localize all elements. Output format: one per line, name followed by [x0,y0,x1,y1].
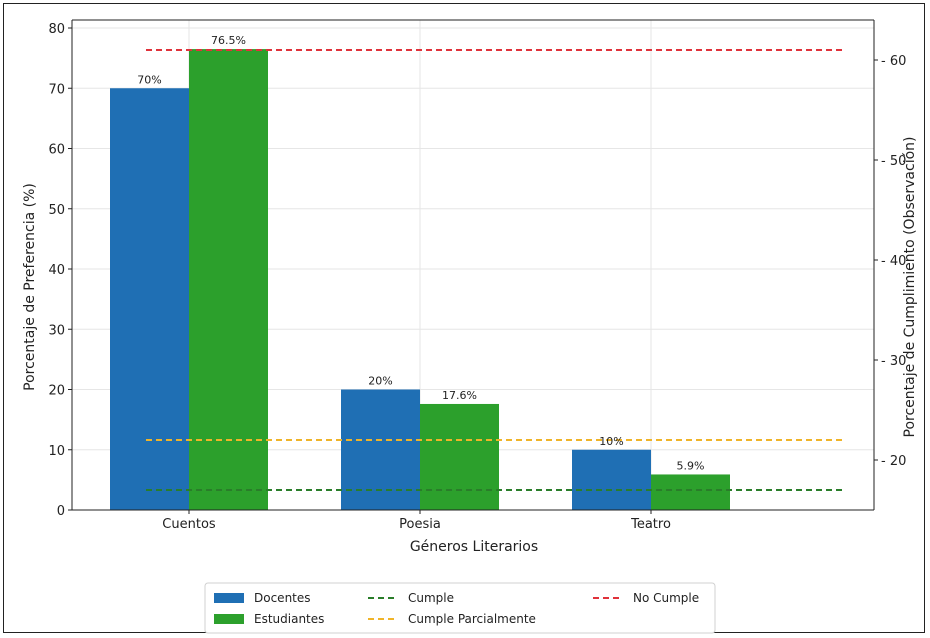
legend-label: Cumple Parcialmente [408,612,536,626]
bar-labels: 70% 20% 10% 76.5% 17.6% 5.9% [137,34,704,472]
legend-swatch [214,593,244,603]
y-tick-label: 70 [48,82,65,97]
y-tick-label: 10 [48,444,65,459]
y2-tick-label: - 20 [881,454,906,469]
y2-tick-label: - 40 [881,254,906,269]
legend-label: No Cumple [633,591,699,605]
legend-swatch [214,614,244,624]
x-axis-label: Géneros Literarios [410,539,538,555]
bar-estudiantes-cuentos [189,49,268,511]
y-tick-label: 20 [48,384,65,399]
legend: Docentes Estudiantes Cumple Cumple Parcialm… [204,582,716,634]
legend-label: Estudiantes [254,612,324,626]
legend-label: Cumple [408,591,454,605]
y-tick-label: 30 [48,323,65,338]
bar-estudiantes-teatro [651,474,730,510]
y2-tick-label: - 30 [881,354,906,369]
bar-value-label: 5.9% [677,459,705,472]
x-tick-label: Teatro [630,517,671,532]
bars [110,49,730,511]
legend-label: Docentes [254,591,311,605]
y2-tick-label: - 50 [881,154,906,169]
axes: 0 10 20 30 40 50 60 70 80 - 20 - 30 - 40 - 50 - 60 Cue… [48,19,906,532]
y-tick-label: 60 [48,143,65,158]
y-tick-label: 40 [48,263,65,278]
legend-box [204,582,716,634]
x-tick-label: Cuentos [162,517,216,532]
bar-docentes-cuentos [110,88,189,510]
y-axis-label: Porcentaje de Preferencia (%) [22,183,38,391]
reference-lines [146,49,842,491]
bar-value-label: 17.6% [442,389,477,402]
bar-value-label: 20% [368,375,392,388]
y-tick-label: 80 [48,22,65,37]
y2-axis-label: Porcentaje de Cumplimiento (Observación) [902,137,918,438]
y-tick-label: 50 [48,203,65,218]
y-tick-label: 0 [57,504,65,519]
y2-tick-label: - 60 [881,54,906,69]
bar-estudiantes-poesia [420,403,499,510]
bar-value-label: 10% [599,435,623,448]
x-tick-label: Poesia [399,517,441,532]
bar-docentes-poesia [341,389,420,510]
bar-value-label: 76.5% [211,34,246,47]
bar-docentes-teatro [572,449,651,510]
bar-value-label: 70% [137,73,161,86]
